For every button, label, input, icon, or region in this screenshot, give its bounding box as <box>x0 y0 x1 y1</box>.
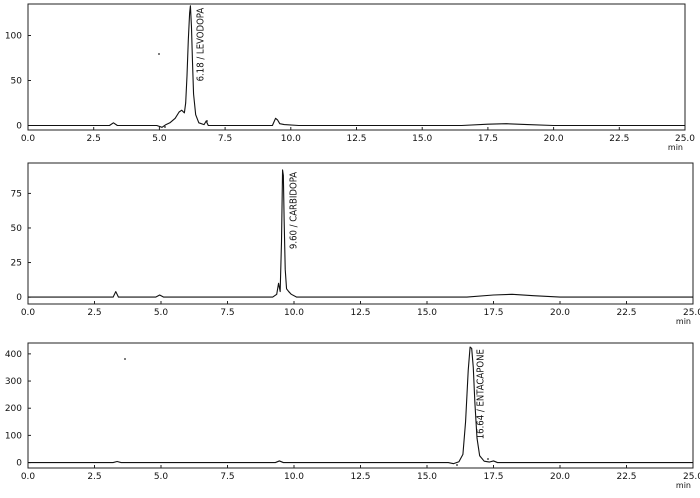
y-tick-label: 25 <box>11 259 22 269</box>
plot-frame <box>27 3 686 131</box>
x-axis-label: min <box>676 481 691 490</box>
x-tick-label: 0.0 <box>21 308 36 318</box>
x-axis-label: min <box>668 143 683 152</box>
y-tick-label: 50 <box>11 224 23 234</box>
x-tick-label: 2.5 <box>87 308 101 318</box>
x-tick-label: 5.0 <box>154 472 169 482</box>
y-tick-label: 100 <box>5 32 22 42</box>
chromatogram-trace <box>28 346 693 465</box>
x-tick-label: 22.5 <box>616 472 636 482</box>
x-tick-label: 12.5 <box>350 308 370 318</box>
x-tick-label: 2.5 <box>87 472 101 482</box>
y-tick-label: 75 <box>11 189 22 199</box>
integration-marker <box>456 464 458 466</box>
peak-label: 6.18 / LEVODOPA <box>195 8 206 82</box>
chromatogram-panel-3: 0.0 2.5 5.0 7.5 10.0 12.5 15.0 17.5 20.0 22.5 25.0… <box>5 342 700 490</box>
peak-label: 9.60 / CARBIDOPA <box>288 172 299 249</box>
chromatogram-trace <box>28 5 685 128</box>
peak-label: 16.64 / ENTACAPONE <box>476 349 487 439</box>
y-tick-label: 0 <box>16 293 22 303</box>
y-tick-label: 400 <box>5 350 22 360</box>
integration-marker <box>158 53 160 55</box>
plot-frame <box>27 342 694 469</box>
plot-frame <box>27 162 694 305</box>
x-tick-label: 7.5 <box>218 134 232 144</box>
chromatogram-panel-1: 0.0 2.5 5.0 7.5 10.0 12.5 15.0 17.5 20.0 22.5 25.0… <box>5 3 695 152</box>
x-tick-label: 7.5 <box>220 308 234 318</box>
x-tick-label: 2.5 <box>87 134 101 144</box>
y-tick-label: 0 <box>16 122 22 132</box>
x-tick-label: 20.0 <box>550 308 570 318</box>
integration-marker <box>164 126 166 128</box>
integration-marker <box>206 120 208 122</box>
x-tick-label: 0.0 <box>21 134 36 144</box>
x-tick-label: 12.5 <box>346 134 366 144</box>
x-tick-label: 20.0 <box>550 472 570 482</box>
y-tick-label: 200 <box>5 404 22 414</box>
x-tick-label: 10.0 <box>284 308 304 318</box>
integration-marker <box>124 358 126 360</box>
x-tick-label: 15.0 <box>412 134 432 144</box>
y-tick-label: 0 <box>16 459 22 469</box>
x-tick-label: 15.0 <box>417 308 437 318</box>
x-tick-label: 7.5 <box>220 472 234 482</box>
chromatogram-panel-2: 0.0 2.5 5.0 7.5 10.0 12.5 15.0 17.5 20.0 22.5 25.0… <box>11 162 700 326</box>
chromatogram-trace <box>28 169 693 298</box>
x-tick-label: 5.0 <box>154 308 169 318</box>
x-tick-label: 10.0 <box>284 472 304 482</box>
x-tick-label: 22.5 <box>609 134 629 144</box>
x-tick-label: 17.5 <box>483 472 503 482</box>
x-tick-label: 0.0 <box>21 472 36 482</box>
x-tick-label: 22.5 <box>616 308 636 318</box>
y-tick-label: 100 <box>5 431 22 441</box>
x-tick-label: 5.0 <box>152 134 167 144</box>
integration-marker <box>487 458 489 460</box>
x-tick-label: 25.0 <box>675 134 695 144</box>
y-tick-label: 50 <box>11 77 23 87</box>
x-tick-label: 25.0 <box>683 472 700 482</box>
x-tick-label: 20.0 <box>544 134 564 144</box>
x-tick-label: 25.0 <box>683 308 700 318</box>
x-tick-label: 15.0 <box>417 472 437 482</box>
x-tick-label: 17.5 <box>478 134 498 144</box>
x-tick-label: 17.5 <box>483 308 503 318</box>
x-axis-label: min <box>676 317 691 326</box>
y-tick-label: 300 <box>5 377 22 387</box>
x-tick-label: 12.5 <box>350 472 370 482</box>
x-tick-label: 10.0 <box>281 134 301 144</box>
